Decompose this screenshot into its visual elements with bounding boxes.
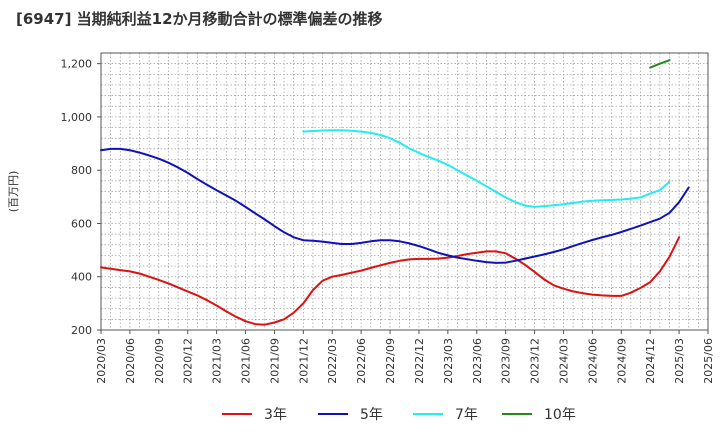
chart-title: [6947] 当期純利益12か月移動合計の標準偏差の推移: [16, 10, 383, 28]
x-tick-label: 2023/12: [529, 338, 542, 384]
y-axis-label: (百万円): [7, 171, 20, 213]
x-tick-label: 2024/12: [644, 338, 657, 384]
legend-label-4: 10年: [544, 407, 576, 423]
series-line-3: [302, 129, 671, 208]
legend-label-2: 5年: [360, 407, 383, 423]
y-tick-label: 400: [71, 271, 92, 284]
x-tick-label: 2024/03: [557, 338, 570, 384]
x-tick-label: 2020/09: [153, 338, 166, 384]
grid-layer: [101, 53, 708, 330]
x-tick-label: 2021/03: [211, 338, 224, 384]
x-tick-label: 2023/09: [500, 338, 513, 384]
series-layer: [100, 59, 690, 326]
series-line-4: [649, 59, 671, 69]
series-line-1: [100, 236, 681, 326]
x-tick-label: 2023/03: [442, 338, 455, 384]
y-tick-label: 1,000: [61, 111, 93, 124]
x-tick-label: 2022/06: [355, 338, 368, 384]
x-tick-label: 2023/06: [471, 338, 484, 384]
x-tick-label: 2020/03: [95, 338, 108, 384]
x-tick-label: 2021/09: [268, 338, 281, 384]
y-tick-label: 800: [71, 164, 92, 177]
y-tick-label: 1,200: [61, 58, 93, 71]
x-tick-label: 2022/03: [326, 338, 339, 384]
x-tick-label: 2021/06: [240, 338, 253, 384]
x-tick-label: 2020/12: [182, 338, 195, 384]
y-tick-label: 200: [71, 324, 92, 337]
x-tick-label: 2021/12: [297, 338, 310, 384]
x-tick-label: 2024/09: [615, 338, 628, 384]
legend-label-3: 7年: [455, 407, 478, 423]
plot-frame: [100, 52, 709, 331]
x-tick-label: 2024/06: [586, 338, 599, 384]
x-tick-label: 2020/06: [124, 338, 137, 384]
legend-label-1: 3年: [264, 407, 287, 423]
x-tick-label: 2025/03: [673, 338, 686, 384]
series-line-2: [100, 147, 690, 264]
axis-layer: 200 400 600 800 1,000 1,200 2020/03 2020/06 2020…: [7, 58, 715, 384]
x-tick-label: 2025/06: [702, 338, 715, 384]
y-tick-label: 600: [71, 217, 92, 230]
x-tick-label: 2022/09: [384, 338, 397, 384]
legend-layer: 3年 5年 7年 10年: [222, 407, 576, 423]
x-tick-label: 2022/12: [413, 338, 426, 384]
